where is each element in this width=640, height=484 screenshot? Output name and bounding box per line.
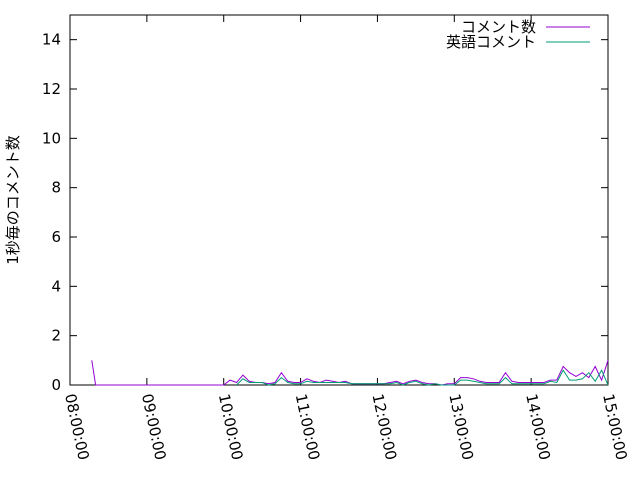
y-tick-label: 6	[51, 228, 61, 246]
x-tick-label: 13:00:00	[445, 392, 477, 462]
x-tick-label: 11:00:00	[292, 392, 324, 462]
y-tick-label: 8	[51, 179, 61, 197]
x-tick-label: 14:00:00	[522, 392, 554, 462]
y-axis-label: 1秒毎のコメント数	[4, 135, 22, 265]
series-line-1	[236, 369, 609, 386]
legend-label: コメント数	[461, 18, 536, 36]
x-tick-label: 15:00:00	[599, 392, 631, 462]
x-tick-label: 09:00:00	[138, 392, 170, 462]
x-tick-label: 10:00:00	[215, 392, 247, 462]
y-tick-label: 2	[51, 327, 61, 345]
y-tick-label: 10	[42, 129, 61, 147]
y-tick-label: 4	[51, 277, 61, 295]
series-line-0	[91, 360, 609, 386]
x-tick-label: 12:00:00	[369, 392, 401, 462]
y-tick-label: 12	[42, 80, 61, 98]
y-tick-label: 0	[51, 376, 61, 394]
y-tick-label: 14	[42, 31, 61, 49]
legend-label: 英語コメント	[446, 33, 536, 51]
plot-border	[69, 14, 609, 386]
x-tick-label: 08:00:00	[61, 392, 93, 462]
